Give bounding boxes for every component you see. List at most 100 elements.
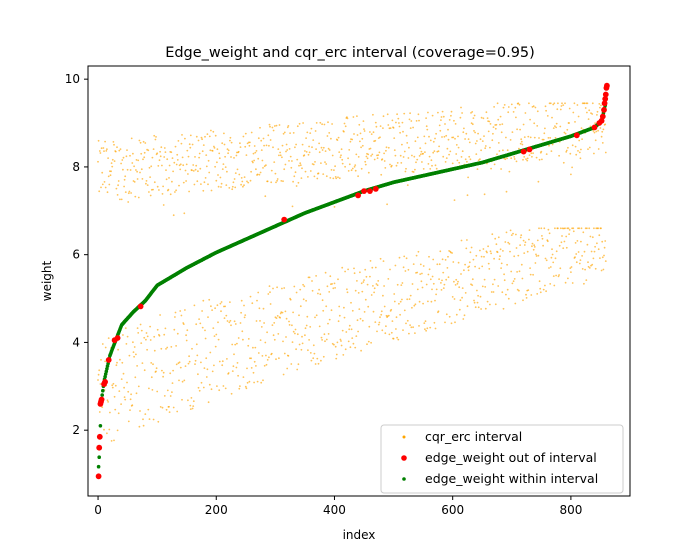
interval-upper-point [322,146,325,149]
interval-lower-point [136,365,139,367]
interval-lower-point [417,250,420,253]
interval-upper-point [428,155,431,158]
interval-upper-point [191,169,193,172]
interval-upper-point [414,168,416,171]
interval-lower-point [269,303,272,305]
interval-upper-point [242,135,245,138]
interval-lower-point [530,294,533,296]
interval-lower-point [546,240,549,243]
interval-lower-point [502,307,505,310]
interval-upper-point [349,140,352,143]
interval-upper-point [562,104,565,106]
interval-upper-point [354,169,357,172]
interval-upper-point [419,153,422,156]
interval-lower-point [271,324,274,326]
interval-lower-point [259,339,262,341]
interval-upper-point [572,111,575,114]
interval-lower-point [455,313,458,316]
interval-lower-point [171,391,173,393]
interval-lower-point [325,305,328,308]
interval-lower-point [237,337,240,339]
interval-lower-point [575,253,578,255]
interval-lower-point [318,325,321,328]
interval-lower-point [574,242,577,244]
interval-upper-point [322,173,325,176]
interval-upper-point [465,132,468,135]
interval-lower-point [289,298,292,301]
interval-lower-point [339,338,342,341]
interval-lower-point [170,346,173,348]
interval-upper-point [230,141,233,144]
interval-lower-point [329,275,332,278]
interval-upper-point [117,184,119,187]
interval-lower-point [279,316,281,319]
interval-upper-point [113,160,116,163]
interval-upper-point [515,160,518,163]
interval-upper-point [373,158,376,161]
interval-lower-point [559,267,562,270]
interval-lower-point [272,334,275,337]
interval-lower-point [124,398,127,401]
interval-upper-point [513,158,516,160]
interval-lower-point [252,371,255,374]
interval-upper-point [452,136,455,139]
interval-upper-point [232,181,235,184]
interval-upper-point [133,181,136,183]
interval-lower-point [499,248,502,251]
interval-lower-point [185,339,188,342]
interval-upper-point [317,172,320,175]
interval-upper-point [554,125,556,127]
interval-upper-point [181,134,183,136]
interval-upper-point [105,150,108,152]
edge-weight-within-point [98,424,103,428]
interval-lower-point [364,298,367,301]
interval-upper-point [254,151,257,154]
interval-upper-point [515,116,517,119]
interval-upper-point [269,139,272,141]
interval-lower-point [243,304,245,307]
interval-lower-point [228,321,231,324]
interval-upper-point [233,178,236,180]
interval-upper-point [124,175,127,178]
interval-lower-point [198,318,201,320]
interval-upper-point [140,168,143,171]
interval-upper-point [513,156,516,158]
interval-lower-point [216,304,219,307]
interval-upper-point [363,130,366,132]
interval-upper-point [454,137,456,140]
interval-lower-point [200,361,202,364]
interval-upper-point [489,123,492,125]
interval-upper-point [316,177,319,180]
interval-upper-point [523,156,526,158]
interval-upper-point [520,140,523,143]
interval-upper-point [295,143,297,146]
interval-upper-point [370,155,372,157]
interval-upper-point [386,113,389,116]
interval-upper-point [230,156,232,158]
interval-upper-point [503,104,506,106]
interval-upper-point [392,127,395,129]
interval-lower-point [348,328,351,331]
interval-upper-point [158,189,160,191]
interval-upper-point [234,172,237,175]
interval-upper-point [449,150,452,153]
interval-upper-point [381,158,384,161]
interval-upper-point [391,119,394,122]
interval-lower-point [266,331,268,334]
interval-upper-point [523,136,526,139]
interval-lower-point [107,401,109,403]
interval-upper-point [494,127,497,130]
interval-lower-point [448,315,451,318]
interval-lower-point [246,367,248,370]
interval-upper-point [195,164,198,167]
interval-lower-point [341,329,344,332]
interval-lower-point [133,346,136,348]
interval-lower-point [268,285,271,287]
interval-upper-point [323,123,326,126]
interval-upper-point [166,158,169,161]
interval-upper-point [562,161,565,164]
interval-lower-point [443,283,446,286]
interval-lower-point [604,260,607,262]
interval-upper-point [528,154,531,157]
interval-lower-point [166,346,169,349]
